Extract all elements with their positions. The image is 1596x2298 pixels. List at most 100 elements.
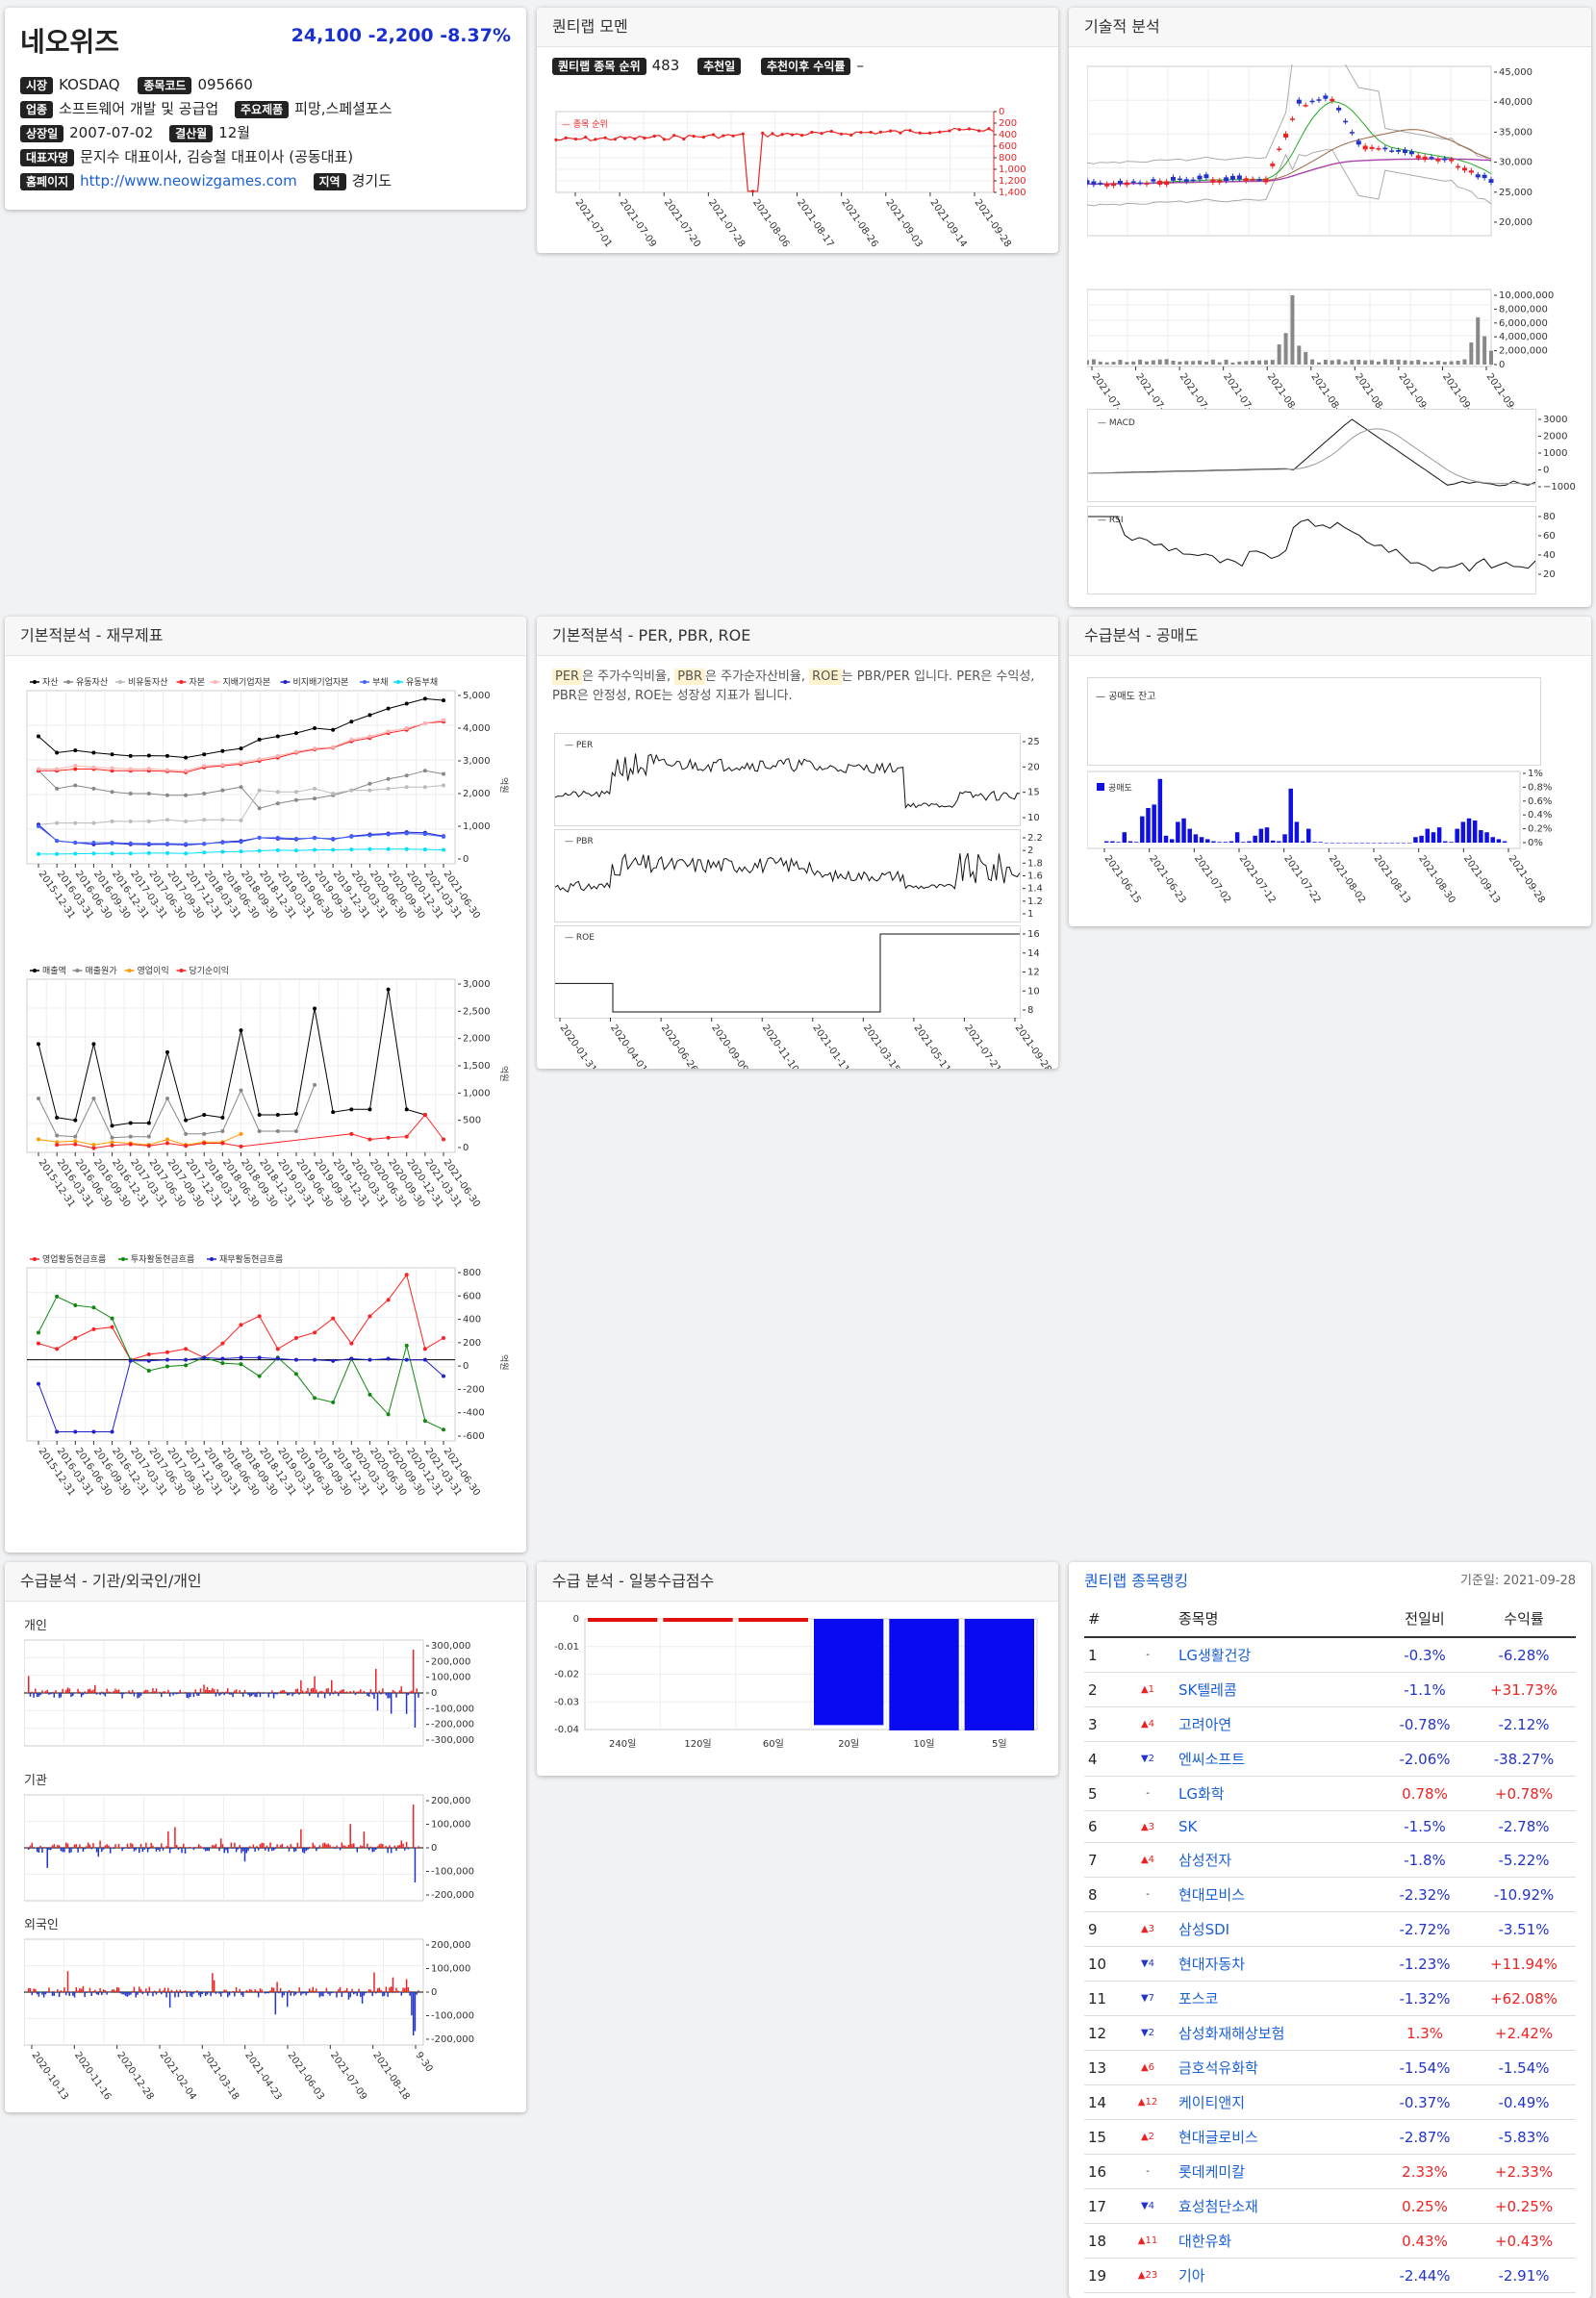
svg-bs-point xyxy=(293,749,298,754)
roe-tick: 8 xyxy=(1027,1005,1033,1016)
financials-card-title: 기본적분석 - 재무제표 xyxy=(5,617,526,656)
short-x-tick: 2021-08-13 xyxy=(1372,853,1412,905)
rank-tick: 0 xyxy=(999,107,1004,117)
return-rate: -2.78% xyxy=(1472,1810,1576,1843)
svg-p-bar xyxy=(332,1693,335,1695)
daily-x-tick: 5일 xyxy=(992,1738,1007,1750)
svg-p-bar xyxy=(80,1693,83,1698)
volume-bar xyxy=(1435,361,1440,365)
svg-p-bar xyxy=(92,1689,94,1693)
stock-link[interactable]: 삼성화재해상보험 xyxy=(1178,2025,1285,2042)
svg-p-bar xyxy=(87,1689,89,1693)
svg-i-bar xyxy=(329,1845,331,1848)
rsi-tick: 40 xyxy=(1543,550,1556,561)
rank-movement: ▼2 xyxy=(1121,2015,1175,2051)
svg-i-bar xyxy=(293,1848,295,1853)
ranking-row: 7 ▲4 삼성전자 -1.8% -5.22% xyxy=(1084,1842,1576,1878)
roe-tick: 10 xyxy=(1027,986,1040,997)
candle-body xyxy=(1296,99,1302,104)
svg-f-bar xyxy=(145,1988,147,1992)
svg-f-bar xyxy=(175,1989,178,1992)
rank-number: 7 xyxy=(1084,1842,1121,1878)
stock-link[interactable]: 현대자동차 xyxy=(1178,1956,1246,1973)
svg-i-bar xyxy=(360,1845,362,1848)
svg-bs-point xyxy=(442,847,445,852)
stock-link[interactable]: 대한유화 xyxy=(1178,2233,1232,2250)
svg-f-bar xyxy=(219,1992,222,1997)
volume-bar xyxy=(1104,362,1109,365)
svg-p-bar xyxy=(143,1690,145,1693)
stock-link[interactable]: LG생활건강 xyxy=(1178,1647,1252,1664)
svg-f-bar xyxy=(179,1989,181,1992)
short-bar xyxy=(1496,839,1502,843)
svg-i-bar xyxy=(221,1844,224,1848)
svg-p-bar xyxy=(82,1693,85,1696)
svg-cf-tick: 0 xyxy=(463,1361,469,1372)
svg-bs-point xyxy=(220,841,225,845)
short-bar xyxy=(1449,842,1454,843)
stock-link[interactable]: SK텔레콤 xyxy=(1178,1681,1237,1699)
svg-i-bar xyxy=(141,1848,144,1853)
stock-link[interactable]: SK xyxy=(1178,1818,1198,1835)
svg-bs-point xyxy=(128,792,133,795)
svg-p-bar xyxy=(356,1691,359,1693)
svg-p-tick: -100,000 xyxy=(431,1704,474,1714)
candle-body xyxy=(1098,183,1103,185)
rank-point xyxy=(554,138,558,141)
svg-cf-point xyxy=(442,1336,445,1340)
svg-f-bar xyxy=(316,1988,317,1992)
svg-f-bar xyxy=(361,1992,364,2004)
svg-p-bar xyxy=(194,1689,196,1693)
stock-link[interactable]: 고려아연 xyxy=(1178,1716,1232,1733)
stock-link[interactable]: 현대모비스 xyxy=(1178,1886,1246,1904)
svg-p-bar xyxy=(286,1693,289,1696)
svg-f-bar xyxy=(387,1992,389,1997)
svg-is-point xyxy=(128,1142,133,1147)
stock-link[interactable]: 효성첨단소재 xyxy=(1178,2198,1258,2215)
svg-f-bar xyxy=(373,1972,375,1992)
svg-cf-point xyxy=(293,1357,298,1362)
svg-p-bar xyxy=(64,1689,67,1693)
daily-score-bar xyxy=(588,1618,658,1622)
per-x-tick: 2021-07-21 xyxy=(962,1023,1002,1069)
svg-per-tick: 15 xyxy=(1027,788,1040,798)
svg-f-bar xyxy=(330,1992,333,1994)
stock-link[interactable]: 금호석유화학 xyxy=(1178,2059,1258,2077)
stock-link[interactable]: 포스코 xyxy=(1178,1990,1219,2008)
rank-tick: 200 xyxy=(999,118,1017,129)
svg-p-bar xyxy=(264,1693,266,1694)
rank-point xyxy=(750,189,755,193)
stock-link[interactable]: 삼성SDI xyxy=(1178,1921,1230,1938)
svg-bs-point xyxy=(55,786,60,791)
svg-is-legend-dot xyxy=(33,969,37,972)
stock-link[interactable]: 엔씨소프트 xyxy=(1178,1751,1246,1768)
svg-p-bar xyxy=(250,1693,253,1697)
svg-i-bar xyxy=(184,1848,187,1854)
svg-i-bar xyxy=(308,1846,311,1848)
ranking-title: 퀀티랩 종목랭킹 xyxy=(1084,1572,1189,1590)
svg-f-bar xyxy=(301,1992,304,1994)
volume-tick: 2,000,000 xyxy=(1499,346,1548,357)
homepage-link[interactable]: http://www.neowizgames.com xyxy=(80,172,297,189)
stock-link[interactable]: 롯데케미칼 xyxy=(1178,2163,1246,2181)
svg-f-bar xyxy=(29,1988,32,1992)
stock-link[interactable]: LG화학 xyxy=(1178,1785,1225,1803)
stock-link[interactable]: 케이티앤지 xyxy=(1178,2094,1246,2111)
svg-f-bar xyxy=(365,1992,367,1994)
svg-bs-point xyxy=(331,745,336,749)
svg-bs-point xyxy=(386,846,391,851)
candle-body xyxy=(1263,178,1269,183)
svg-p-bar xyxy=(398,1690,401,1693)
svg-bs-tick: 4,000 xyxy=(463,723,491,734)
stock-link[interactable]: 현대글로비스 xyxy=(1178,2129,1258,2146)
stock-link[interactable]: 기아 xyxy=(1178,2267,1205,2285)
stock-link[interactable]: 삼성전자 xyxy=(1178,1852,1232,1869)
svg-cf-point xyxy=(386,1412,391,1417)
svg-pbr-tick: 1.4 xyxy=(1027,884,1043,895)
daily-change: -1.23% xyxy=(1378,1946,1472,1982)
daily-change: 0.25% xyxy=(1378,2188,1472,2224)
ranking-card: 퀀티랩 종목랭킹 기준일: 2021-09-28 # 종목명 전일비 수익률 1… xyxy=(1069,1562,1591,2298)
svg-bs-point xyxy=(442,771,445,776)
svg-p-bar xyxy=(254,1693,256,1698)
